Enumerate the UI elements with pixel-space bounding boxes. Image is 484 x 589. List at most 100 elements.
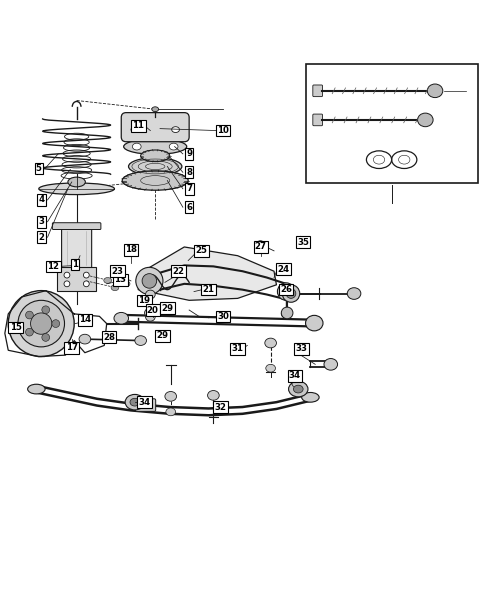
Ellipse shape (114, 312, 128, 324)
Ellipse shape (130, 398, 139, 406)
Ellipse shape (282, 285, 299, 302)
Text: 29: 29 (156, 331, 168, 340)
Ellipse shape (30, 313, 52, 335)
Text: 31: 31 (231, 345, 243, 353)
Text: 29: 29 (161, 303, 173, 313)
Ellipse shape (68, 177, 85, 187)
Text: 34: 34 (288, 372, 300, 380)
Ellipse shape (8, 290, 74, 356)
Ellipse shape (288, 381, 307, 397)
Ellipse shape (122, 281, 130, 287)
Ellipse shape (125, 395, 144, 410)
Ellipse shape (323, 359, 337, 370)
Ellipse shape (131, 127, 138, 133)
Ellipse shape (171, 127, 179, 133)
Ellipse shape (282, 287, 289, 296)
Ellipse shape (264, 338, 276, 348)
Ellipse shape (52, 320, 60, 327)
FancyBboxPatch shape (57, 267, 96, 290)
Ellipse shape (165, 392, 176, 401)
Ellipse shape (265, 365, 275, 372)
Ellipse shape (18, 300, 64, 347)
Ellipse shape (42, 333, 49, 341)
Ellipse shape (151, 107, 158, 112)
Ellipse shape (169, 143, 178, 150)
Ellipse shape (140, 150, 169, 161)
Text: 22: 22 (172, 267, 184, 276)
Ellipse shape (166, 408, 175, 416)
Text: 27: 27 (255, 243, 266, 252)
Text: 33: 33 (295, 345, 307, 353)
FancyBboxPatch shape (52, 223, 101, 230)
Ellipse shape (207, 391, 219, 401)
Text: 6: 6 (186, 203, 192, 211)
Ellipse shape (293, 385, 302, 393)
Text: 32: 32 (214, 402, 226, 412)
Ellipse shape (42, 306, 49, 313)
Text: 7: 7 (186, 184, 192, 193)
Text: 5: 5 (36, 164, 42, 173)
Text: 18: 18 (125, 246, 136, 254)
Ellipse shape (281, 307, 292, 319)
Ellipse shape (26, 328, 33, 336)
Ellipse shape (122, 171, 188, 190)
Text: 4: 4 (38, 196, 44, 204)
Text: 34: 34 (138, 398, 150, 406)
Text: 26: 26 (280, 285, 291, 294)
Ellipse shape (145, 290, 155, 299)
FancyBboxPatch shape (61, 225, 91, 269)
Ellipse shape (104, 277, 111, 283)
Text: 8: 8 (186, 168, 192, 177)
Text: 15: 15 (10, 323, 21, 332)
Ellipse shape (39, 183, 114, 194)
Text: 19: 19 (138, 296, 150, 305)
Ellipse shape (26, 311, 33, 319)
Ellipse shape (142, 274, 156, 288)
Text: 11: 11 (132, 121, 144, 130)
Ellipse shape (28, 384, 45, 394)
Ellipse shape (122, 121, 188, 138)
Ellipse shape (64, 272, 70, 278)
Ellipse shape (83, 281, 89, 287)
Ellipse shape (64, 281, 70, 287)
Text: 13: 13 (114, 276, 126, 284)
Ellipse shape (123, 139, 186, 154)
Ellipse shape (277, 283, 294, 300)
Ellipse shape (135, 336, 146, 345)
FancyBboxPatch shape (121, 112, 189, 142)
Ellipse shape (256, 241, 264, 247)
Text: 3: 3 (38, 217, 44, 226)
Ellipse shape (79, 335, 91, 344)
Text: 14: 14 (78, 315, 91, 324)
Ellipse shape (281, 310, 290, 318)
Ellipse shape (144, 308, 156, 318)
FancyBboxPatch shape (312, 85, 322, 97)
Ellipse shape (417, 113, 432, 127)
Ellipse shape (426, 84, 442, 98)
Text: 23: 23 (111, 267, 123, 276)
Text: 9: 9 (186, 150, 192, 158)
Ellipse shape (136, 267, 163, 294)
Text: 12: 12 (47, 262, 59, 271)
FancyBboxPatch shape (305, 64, 477, 183)
Text: 35: 35 (297, 237, 308, 247)
Ellipse shape (132, 143, 141, 150)
Text: 20: 20 (147, 306, 158, 315)
Ellipse shape (111, 285, 119, 290)
Text: 24: 24 (277, 265, 289, 274)
Ellipse shape (347, 287, 360, 299)
Text: 2: 2 (38, 233, 44, 241)
Polygon shape (138, 247, 276, 300)
Ellipse shape (286, 289, 295, 299)
Text: 10: 10 (217, 126, 228, 135)
Text: 25: 25 (195, 246, 207, 256)
Text: 1: 1 (72, 260, 78, 269)
Ellipse shape (301, 392, 318, 402)
Text: 30: 30 (217, 312, 228, 321)
Text: 28: 28 (103, 333, 115, 342)
Ellipse shape (145, 312, 155, 321)
Ellipse shape (305, 315, 322, 331)
FancyBboxPatch shape (312, 114, 322, 125)
Text: 21: 21 (202, 285, 214, 294)
Text: 17: 17 (65, 343, 77, 352)
